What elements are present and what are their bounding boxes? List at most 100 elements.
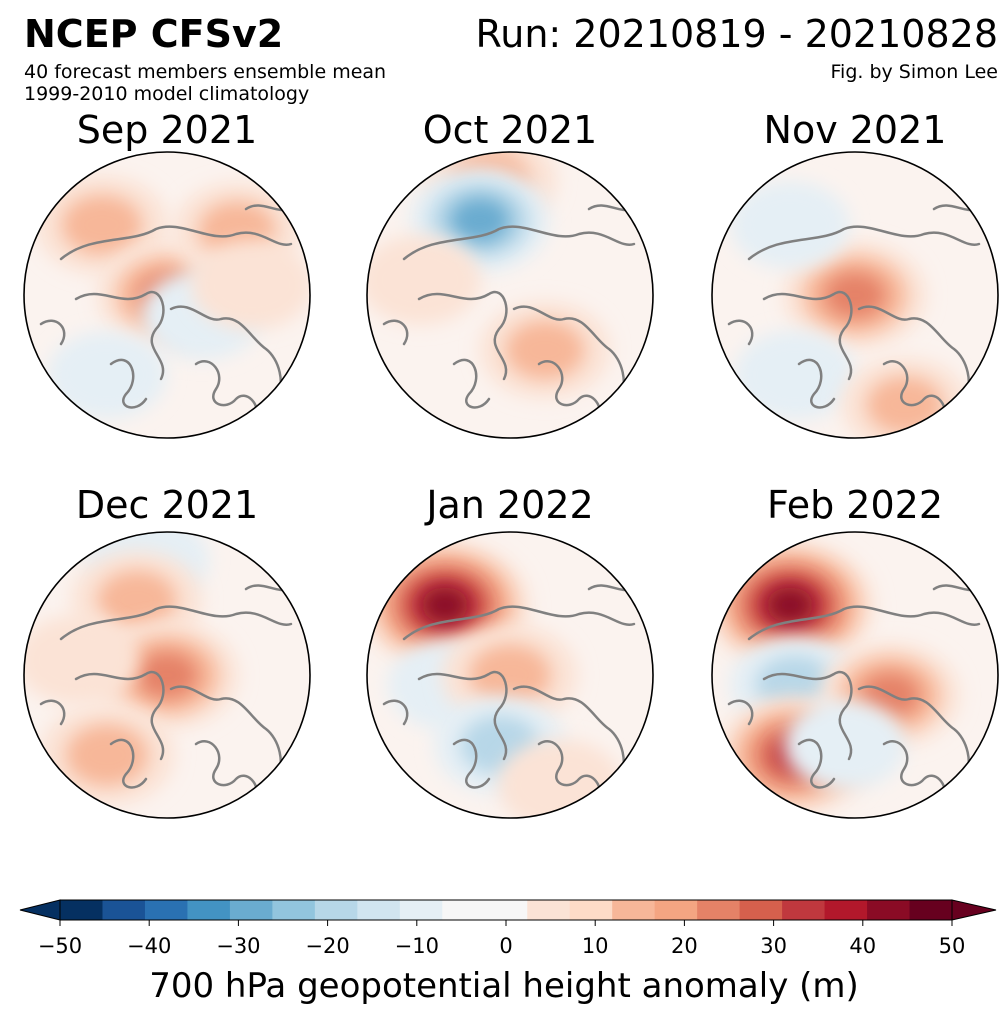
colorbar-segment	[144, 900, 188, 920]
colorbar-segment	[484, 900, 528, 920]
polar-map	[366, 151, 654, 439]
coastline	[882, 360, 947, 421]
map-boundary	[711, 531, 999, 819]
coastline	[39, 319, 66, 346]
colorbar-segment	[612, 900, 656, 920]
colorbar-tick-label: −40	[127, 934, 172, 958]
colorbar-segment	[654, 900, 698, 920]
anomaly-blob	[97, 570, 177, 630]
anomaly-blob	[784, 700, 906, 790]
coastline	[109, 358, 148, 409]
map-boundary	[366, 151, 654, 439]
coastline	[109, 738, 148, 789]
colorbar-segment	[399, 900, 443, 920]
colorbar-segment	[824, 900, 868, 920]
anomaly-blob	[61, 195, 143, 255]
anomaly-blob	[866, 376, 944, 434]
colorbar-over-arrow	[951, 899, 997, 921]
coastline	[762, 290, 853, 381]
colorbar-tick-label: 10	[581, 934, 609, 958]
coastline	[857, 305, 970, 401]
coastline	[452, 358, 491, 409]
anomaly-blob	[421, 587, 469, 623]
polar-map	[711, 531, 999, 819]
coastline	[537, 740, 602, 801]
figure-title: NCEP CFSv2	[24, 12, 284, 56]
colorbar-under-arrow	[19, 899, 61, 921]
panel-title: Nov 2021	[763, 108, 947, 152]
anomaly-blob	[730, 181, 850, 269]
colorbar-segment	[909, 900, 953, 920]
coastline	[857, 685, 970, 781]
anomaly-blob	[367, 235, 481, 325]
coastline	[512, 305, 625, 401]
anomaly-blob	[734, 330, 856, 420]
coastline	[797, 738, 836, 789]
coastline	[512, 685, 625, 781]
polar-map	[23, 151, 311, 439]
colorbar-segment	[357, 900, 401, 920]
anomaly-blob	[766, 587, 814, 623]
colorbar-segment	[272, 900, 316, 920]
colorbar-segment	[867, 900, 911, 920]
coastline	[882, 740, 947, 801]
colorbar-segment	[60, 900, 103, 920]
figure-credit: Fig. by Simon Lee	[830, 61, 999, 83]
colorbar-segment	[229, 900, 273, 920]
coastline	[797, 358, 836, 409]
polar-map	[23, 531, 311, 819]
polar-map	[366, 531, 654, 819]
coastline	[194, 740, 259, 801]
colorbar-segment	[739, 900, 783, 920]
anomaly-blob	[24, 615, 138, 705]
anomaly-blob	[191, 240, 310, 330]
colorbar-tick-label: 20	[671, 934, 698, 958]
anomaly-blob	[469, 644, 551, 706]
panel-title: Oct 2021	[422, 108, 598, 152]
colorbar-label: 700 hPa geopotential height anomaly (m)	[149, 966, 859, 1006]
coastline	[59, 225, 293, 261]
colorbar-segment	[527, 900, 571, 920]
coastline	[727, 699, 754, 726]
anomaly-blob	[505, 320, 585, 380]
coastline	[59, 605, 293, 641]
colorbar-segment	[697, 900, 741, 920]
anomaly-blob	[47, 331, 167, 419]
map-boundary	[366, 531, 654, 819]
colorbar-tick-label: 40	[849, 934, 877, 958]
coastline	[194, 360, 259, 421]
colorbar-tick-label: −20	[305, 934, 350, 958]
colorbar-tick-label: 0	[499, 934, 513, 958]
colorbar-segment	[782, 900, 826, 920]
coastline	[382, 319, 409, 346]
coastline	[747, 605, 981, 641]
colorbar-tick-label: −50	[37, 934, 83, 958]
map-boundary	[711, 151, 999, 439]
colorbar-segment	[187, 900, 231, 920]
panel-title: Jan 2022	[426, 483, 594, 527]
coastline	[74, 290, 165, 381]
anomaly-blob	[66, 724, 148, 786]
coastline	[169, 685, 282, 781]
coastline	[452, 738, 491, 789]
polar-map	[711, 151, 999, 439]
coastline	[39, 699, 66, 726]
map-boundary	[23, 531, 311, 819]
colorbar-segment	[442, 900, 486, 920]
colorbar-tick-label: −30	[216, 934, 261, 958]
colorbar-tick-label: 30	[760, 934, 787, 958]
map-boundary	[23, 151, 311, 439]
colorbar-segment	[569, 900, 613, 920]
coastline	[169, 305, 282, 401]
coastline	[382, 699, 409, 726]
coastline	[727, 319, 754, 346]
panel-title: Sep 2021	[76, 108, 258, 152]
coastline	[747, 225, 981, 261]
coastline	[762, 670, 853, 761]
panel-title: Dec 2021	[75, 483, 259, 527]
coastline	[417, 670, 508, 761]
coastline	[537, 360, 602, 421]
colorbar-tick-label: −10	[394, 934, 439, 958]
subtitle-climatology: 1999-2010 model climatology	[24, 83, 310, 105]
coastline	[74, 670, 165, 761]
